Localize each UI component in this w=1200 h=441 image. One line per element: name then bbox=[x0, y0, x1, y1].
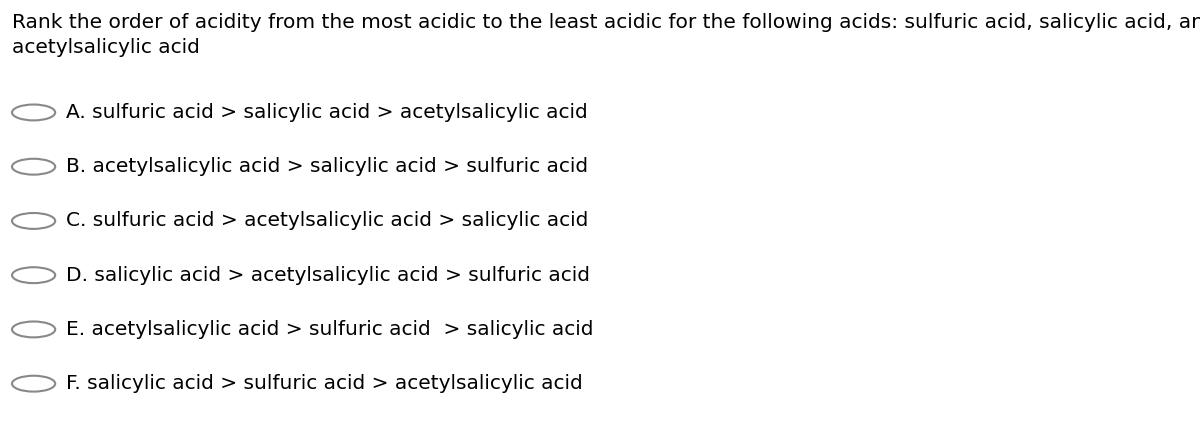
Text: E. acetylsalicylic acid > sulfuric acid  > salicylic acid: E. acetylsalicylic acid > sulfuric acid … bbox=[66, 320, 594, 339]
Text: B. acetylsalicylic acid > salicylic acid > sulfuric acid: B. acetylsalicylic acid > salicylic acid… bbox=[66, 157, 588, 176]
Text: F. salicylic acid > sulfuric acid > acetylsalicylic acid: F. salicylic acid > sulfuric acid > acet… bbox=[66, 374, 583, 393]
Text: Rank the order of acidity from the most acidic to the least acidic for the follo: Rank the order of acidity from the most … bbox=[12, 13, 1200, 57]
Text: C. sulfuric acid > acetylsalicylic acid > salicylic acid: C. sulfuric acid > acetylsalicylic acid … bbox=[66, 211, 588, 231]
Text: A. sulfuric acid > salicylic acid > acetylsalicylic acid: A. sulfuric acid > salicylic acid > acet… bbox=[66, 103, 588, 122]
Text: D. salicylic acid > acetylsalicylic acid > sulfuric acid: D. salicylic acid > acetylsalicylic acid… bbox=[66, 265, 590, 285]
